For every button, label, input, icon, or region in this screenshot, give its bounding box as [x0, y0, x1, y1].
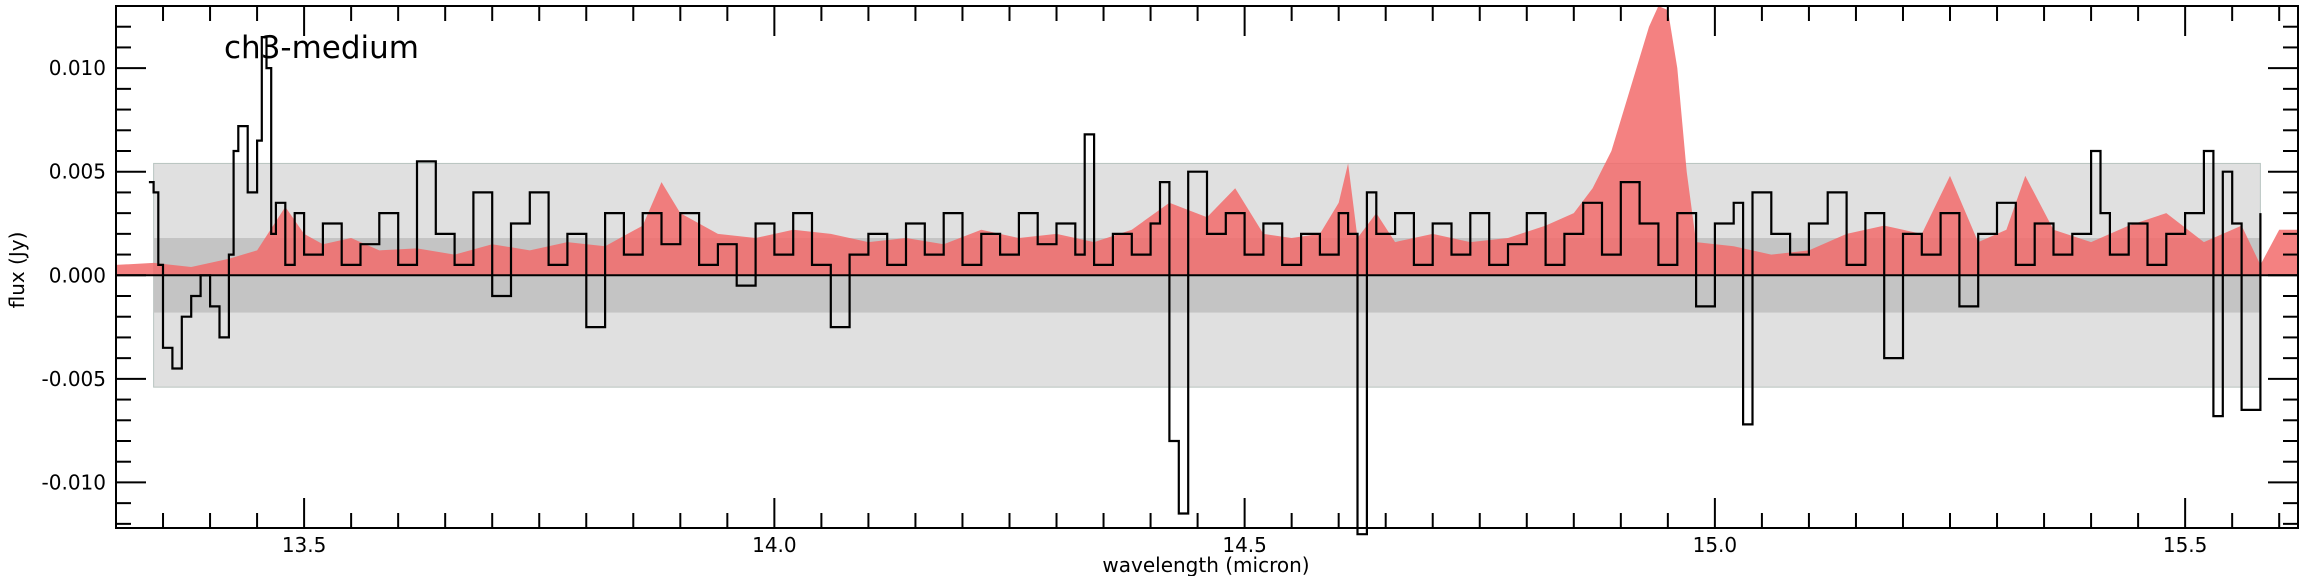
y-tick-label: 0.005: [49, 160, 106, 184]
x-tick-label: 14.0: [752, 533, 797, 557]
x-tick-label: 14.5: [1222, 533, 1267, 557]
x-axis-label: wavelength (micron): [1102, 553, 1309, 576]
x-axis-ticks: 13.5 14.0 14.5 15.0 15.5: [115, 6, 2281, 557]
plot-frame: [115, 5, 2299, 529]
model-area: [116, 6, 2298, 276]
y-tick-label: -0.010: [42, 470, 106, 494]
spectrum-step-path: [148, 36, 2262, 536]
spectrum-line: [148, 36, 2262, 536]
x-tick-label: 13.5: [282, 533, 327, 557]
panel-label: ch3-medium: [224, 30, 419, 66]
y-axis-label: flux (Jy): [5, 232, 29, 309]
x-tick-label: 15.0: [1693, 533, 1738, 557]
plot-border: [115, 5, 2299, 529]
x-tick-label: 15.5: [2163, 533, 2208, 557]
model-fill-area: [116, 6, 2298, 276]
y-tick-label: 0.000: [49, 263, 106, 287]
y-axis-ticks: -0.010 -0.005 0.000 0.005 0.010: [42, 5, 2298, 525]
y-tick-label: 0.010: [49, 56, 106, 80]
y-tick-label: -0.005: [42, 367, 106, 391]
